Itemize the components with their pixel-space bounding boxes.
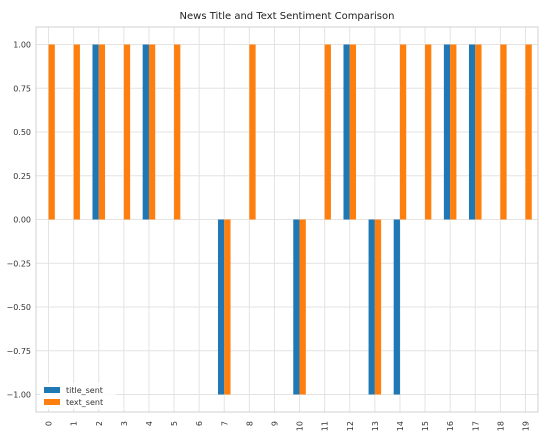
y-tick-label: −0.50 bbox=[6, 303, 31, 312]
bar-text-sent-18 bbox=[500, 44, 507, 220]
legend: title_sent text_sent bbox=[40, 383, 116, 409]
bar-title-sent-14 bbox=[393, 219, 400, 395]
x-tick-label: 2 bbox=[95, 421, 104, 426]
x-tick-label: 14 bbox=[396, 421, 405, 431]
x-tick-label: 18 bbox=[496, 421, 505, 431]
bar-text-sent-4 bbox=[148, 44, 156, 220]
bar-text-sent-13 bbox=[374, 219, 382, 395]
bar-title-sent-2 bbox=[92, 44, 99, 220]
bar-title-sent-16 bbox=[443, 44, 451, 220]
bar-text-sent-11 bbox=[324, 44, 331, 220]
legend-swatch-title-sent bbox=[44, 387, 60, 393]
bars bbox=[48, 44, 532, 395]
x-axis: 0 1 2 3 4 5 6 7 8 9 10 11 12 13 14 15 16 17 18 19 bbox=[45, 421, 531, 431]
bar-text-sent-7 bbox=[224, 219, 231, 395]
y-tick-label: −0.25 bbox=[6, 259, 31, 268]
bar-text-sent-10 bbox=[299, 219, 306, 395]
legend-label-title-sent: title_sent bbox=[66, 386, 103, 395]
bar-title-sent-7 bbox=[217, 219, 225, 395]
x-tick-label: 19 bbox=[521, 421, 530, 431]
x-tick-label: 8 bbox=[245, 421, 254, 426]
bar-text-sent-0 bbox=[48, 44, 55, 220]
x-tick-label: 9 bbox=[270, 421, 279, 426]
grid bbox=[36, 27, 538, 412]
x-tick-label: 17 bbox=[471, 421, 480, 431]
y-tick-label: 0.25 bbox=[13, 172, 31, 181]
chart-title: News Title and Text Sentiment Comparison bbox=[180, 11, 395, 22]
bar-text-sent-17 bbox=[475, 44, 482, 220]
y-tick-label: −1.00 bbox=[6, 391, 31, 400]
bar-text-sent-12 bbox=[349, 44, 357, 220]
y-tick-label: 0.50 bbox=[13, 128, 31, 137]
y-tick-label: 0.75 bbox=[13, 84, 31, 93]
x-tick-label: 7 bbox=[220, 421, 229, 426]
bar-text-sent-5 bbox=[174, 44, 181, 220]
bar-text-sent-8 bbox=[249, 44, 256, 220]
plot-frame bbox=[35, 26, 539, 413]
bar-title-sent-4 bbox=[142, 44, 149, 220]
bar-title-sent-12 bbox=[343, 44, 350, 220]
x-tick-label: 3 bbox=[120, 421, 129, 426]
legend-swatch-text-sent bbox=[44, 399, 60, 405]
x-tick-label: 10 bbox=[296, 421, 305, 431]
bar-text-sent-19 bbox=[525, 44, 532, 220]
x-tick-label: 0 bbox=[45, 421, 54, 426]
y-tick-label: 0.00 bbox=[13, 216, 31, 225]
x-tick-label: 11 bbox=[321, 421, 330, 431]
x-tick-label: 13 bbox=[371, 421, 380, 431]
bar-text-sent-2 bbox=[98, 44, 106, 220]
bar-title-sent-17 bbox=[468, 44, 476, 220]
x-tick-label: 1 bbox=[70, 421, 79, 426]
x-tick-label: 5 bbox=[170, 421, 179, 426]
x-tick-label: 12 bbox=[346, 421, 355, 431]
bar-text-sent-14 bbox=[399, 44, 407, 220]
bar-title-sent-13 bbox=[368, 219, 375, 395]
x-tick-label: 4 bbox=[145, 421, 154, 426]
x-tick-label: 15 bbox=[421, 421, 430, 431]
y-tick-label: −0.75 bbox=[6, 347, 31, 356]
bar-text-sent-1 bbox=[73, 44, 80, 220]
bar-text-sent-15 bbox=[425, 44, 432, 220]
bar-text-sent-3 bbox=[123, 44, 131, 220]
y-axis: 1.00 0.75 0.50 0.25 0.00 −0.25 −0.50 −0.75 −1.00 bbox=[6, 41, 31, 400]
x-tick-label: 16 bbox=[446, 421, 455, 431]
y-tick-label: 1.00 bbox=[13, 41, 31, 50]
x-tick-label: 6 bbox=[195, 421, 204, 426]
legend-label-text-sent: text_sent bbox=[66, 398, 103, 407]
bar-title-sent-10 bbox=[293, 219, 300, 395]
bar-text-sent-16 bbox=[450, 44, 457, 220]
